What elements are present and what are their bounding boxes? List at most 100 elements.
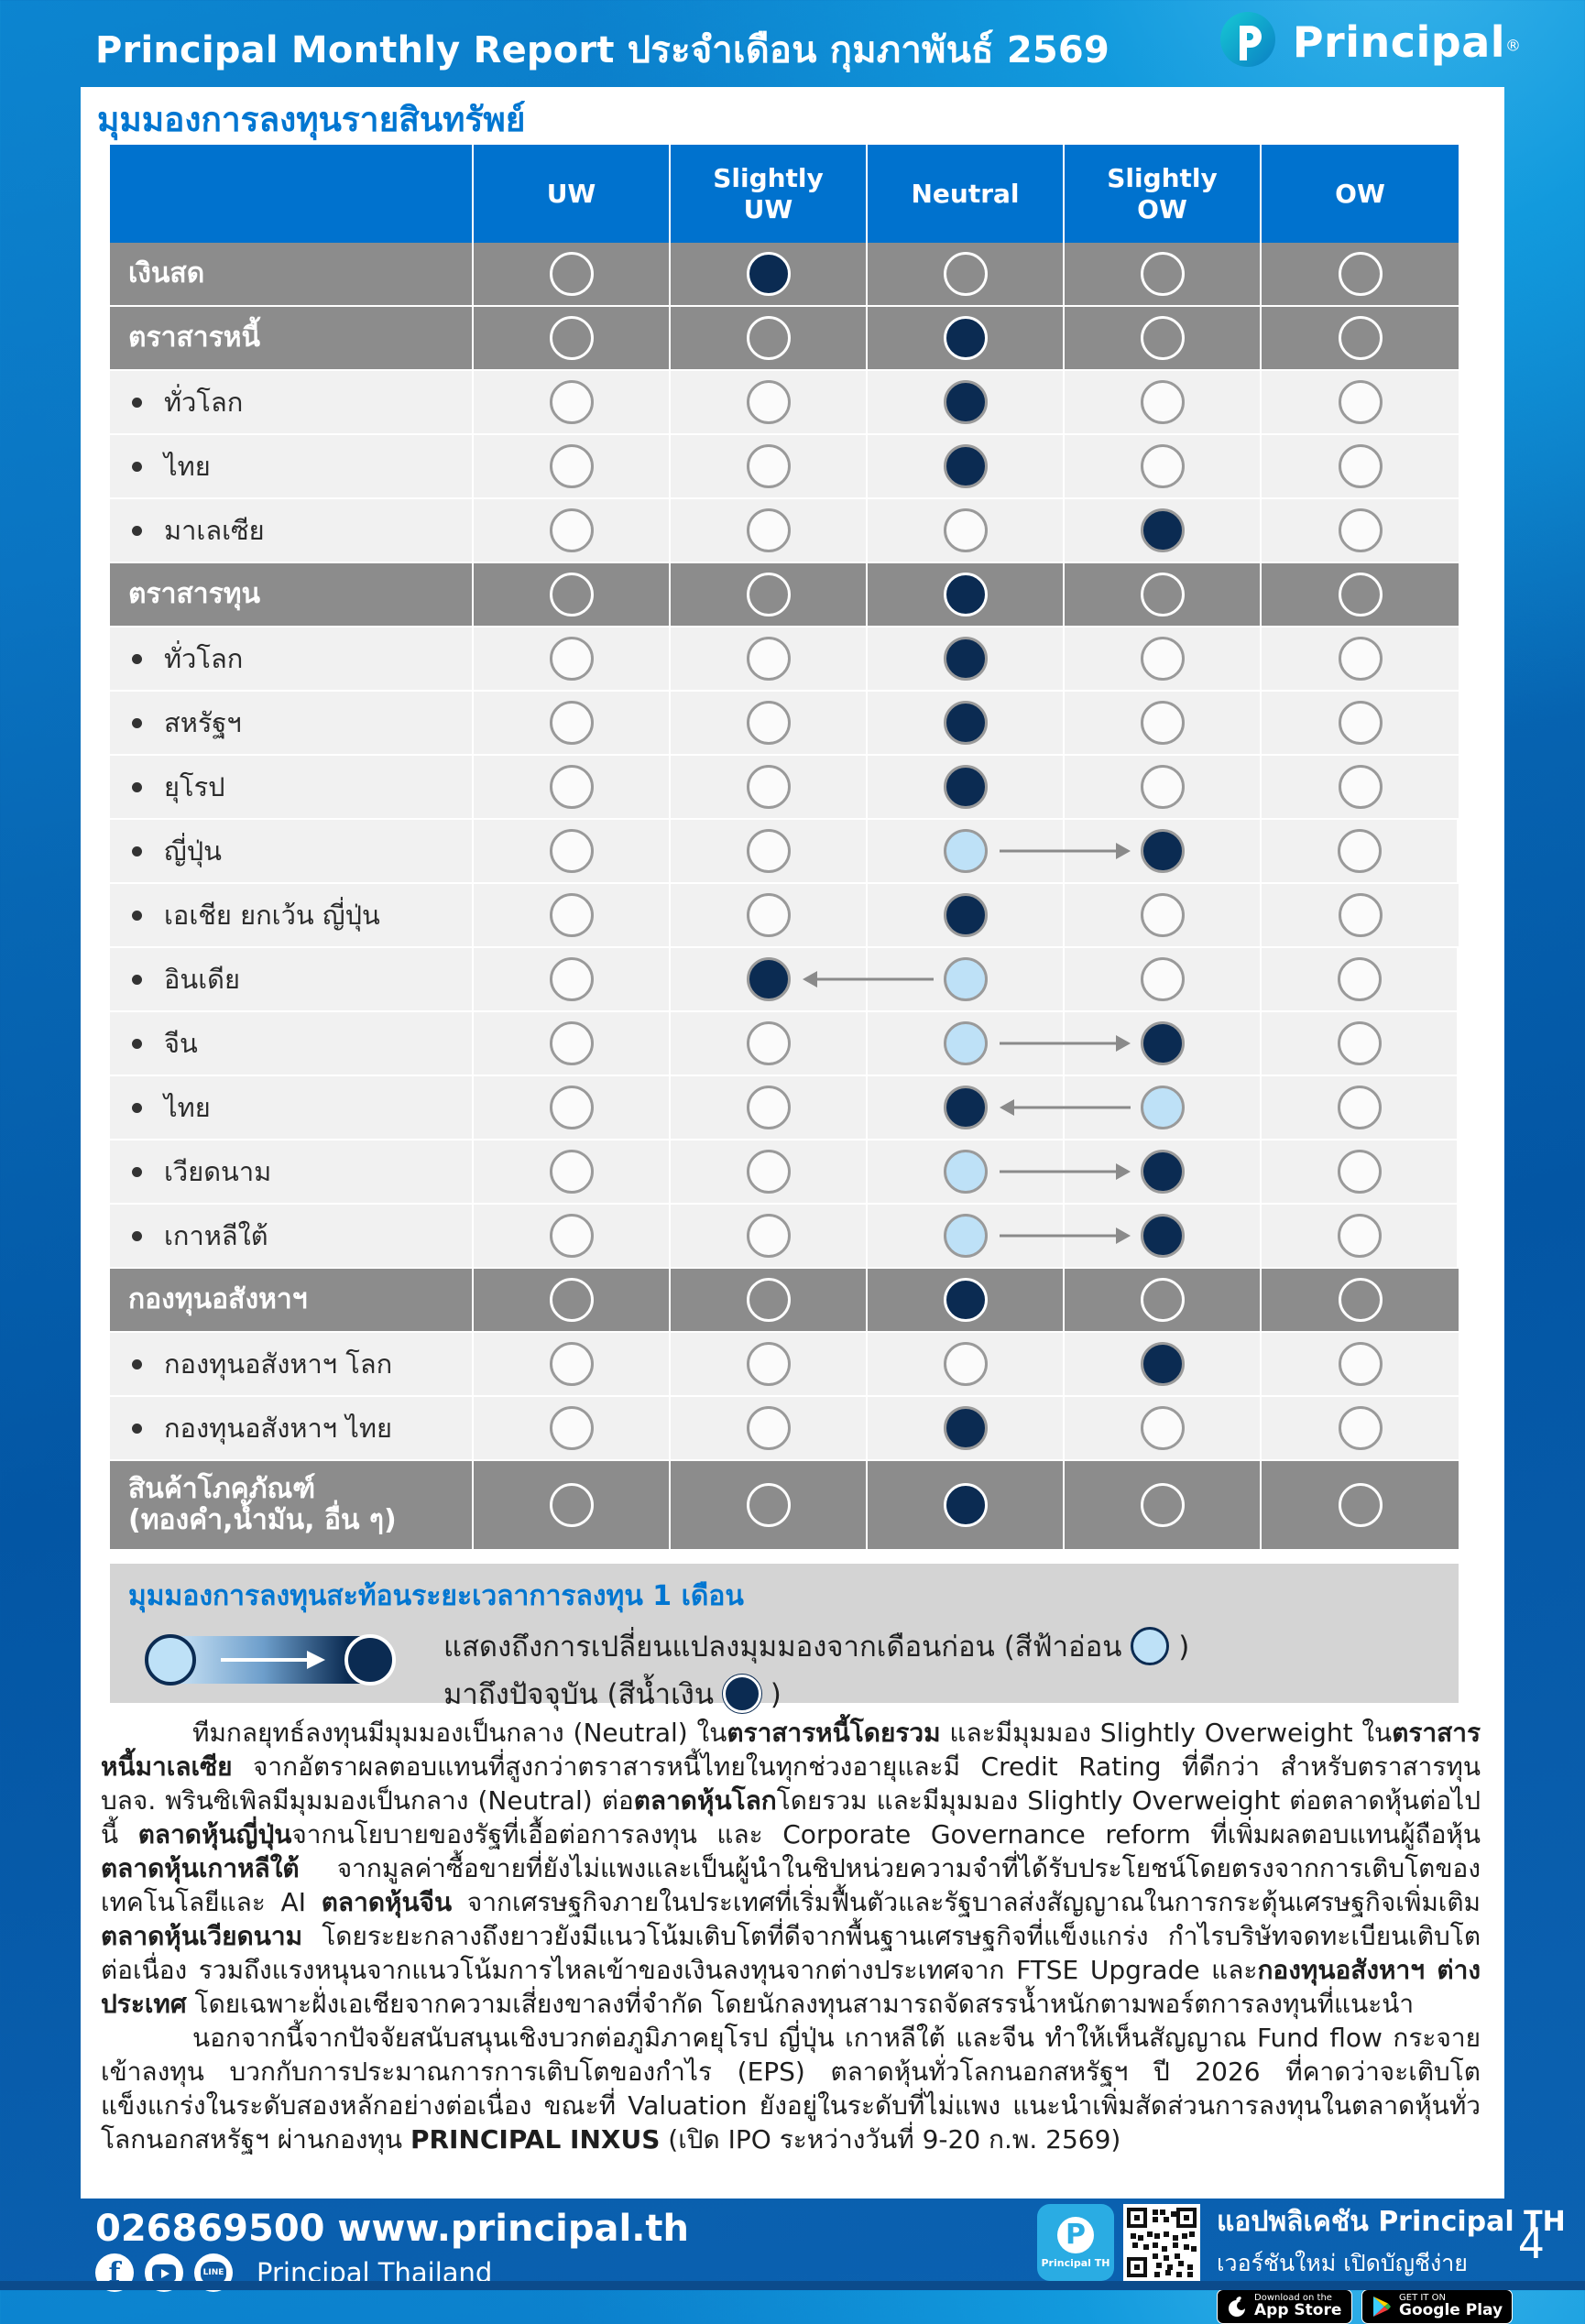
empty-rating-circle (746, 1483, 791, 1527)
empty-rating-circle (746, 1086, 791, 1129)
row-label: ไทย (110, 435, 474, 497)
rating-cell (1262, 563, 1459, 626)
rating-cell (671, 1461, 868, 1549)
empty-rating-circle (746, 893, 791, 937)
google-play-badge[interactable]: GET IT ON Google Play (1361, 2289, 1514, 2324)
table-row: เวียดนาม (110, 1140, 1459, 1205)
legend-previous-circle (145, 1634, 196, 1686)
rating-cell (474, 1076, 671, 1139)
empty-rating-circle (549, 444, 594, 488)
google-play-icon (1373, 2297, 1391, 2317)
row-label: ตราสารทุน (110, 563, 474, 626)
contact-phone-website[interactable]: 026869500 www.principal.th (95, 2208, 690, 2250)
rating-cell (1262, 820, 1459, 882)
current-rating-circle (1140, 1021, 1185, 1065)
row-label: เงินสด (110, 243, 474, 305)
rating-cell (868, 884, 1065, 946)
empty-rating-circle (549, 1086, 594, 1129)
app-store-badge[interactable]: Download on the App Store (1217, 2289, 1352, 2324)
bullet-icon (132, 717, 142, 728)
rating-cell (671, 627, 868, 690)
current-rating-circle (1140, 829, 1185, 873)
principal-logo-icon (1219, 12, 1275, 67)
legend-line-1: แสดงถึงการเปลี่ยนแปลงมุมมองจากเดือนก่อน … (443, 1623, 1189, 1671)
empty-rating-circle (1337, 829, 1382, 873)
report-header: Principal Monthly Report ประจำเดือน กุมภ… (0, 0, 1585, 87)
row-label: สินค้าโภคภัณฑ์ (ทองคำ,น้ำมัน, อื่น ๆ) (110, 1461, 474, 1549)
rating-cell (474, 563, 671, 626)
previous-rating-circle (943, 957, 988, 1001)
rating-cell (1065, 371, 1262, 433)
current-rating-circle (746, 957, 791, 1001)
table-row: มาเลเซีย (110, 499, 1459, 563)
current-rating-circle (943, 701, 988, 745)
rating-cell (1065, 1269, 1262, 1331)
rating-cell (1065, 692, 1262, 754)
row-label: ตราสารหนี้ (110, 307, 474, 369)
bullet-icon (132, 846, 142, 856)
empty-rating-circle (746, 573, 791, 616)
empty-rating-circle (1338, 316, 1383, 360)
current-rating-circle (746, 252, 791, 296)
empty-rating-circle (746, 1021, 791, 1065)
table-row: จีน (110, 1012, 1459, 1076)
table-body: เงินสด ตราสารหนี้ ทั่วโลก ไทย มาเลเซีย ตราสาร… (110, 243, 1459, 1551)
rating-cell (671, 435, 868, 497)
empty-rating-circle (549, 316, 594, 360)
empty-rating-circle (1338, 444, 1383, 488)
current-rating-circle (943, 765, 988, 809)
empty-rating-circle (1338, 1483, 1383, 1527)
rating-cell (474, 627, 671, 690)
column-header: Slightly OW (1065, 145, 1262, 243)
page-number: 4 (1517, 2219, 1545, 2268)
qr-code (1123, 2204, 1200, 2281)
rating-cell (1262, 692, 1459, 754)
rating-cell (474, 435, 671, 497)
empty-rating-circle (943, 508, 988, 552)
rating-cell (1065, 563, 1262, 626)
table-row: ไทย (110, 435, 1459, 499)
rating-cell (474, 820, 671, 882)
empty-rating-circle (549, 957, 594, 1001)
rating-cell (868, 820, 1065, 882)
table-header-row: UW Slightly UW Neutral Slightly OW OW (110, 145, 1459, 243)
rating-cell (671, 948, 868, 1010)
empty-rating-circle (746, 316, 791, 360)
rating-cell (1065, 1076, 1262, 1139)
rating-cell (1065, 435, 1262, 497)
rating-cell (671, 1397, 868, 1459)
current-rating-circle (943, 637, 988, 681)
rating-cell (868, 307, 1065, 369)
row-label: เอเชีย ยกเว้น ญี่ปุ่น (110, 884, 474, 946)
label-column-header (110, 145, 474, 243)
rating-cell (474, 499, 671, 562)
empty-rating-circle (1338, 701, 1383, 745)
row-label: ไทย (110, 1076, 474, 1139)
row-label: จีน (110, 1012, 474, 1075)
column-header: OW (1335, 178, 1385, 209)
empty-rating-circle (1140, 957, 1185, 1001)
empty-rating-circle (746, 1342, 791, 1386)
rating-cell (868, 756, 1065, 818)
empty-rating-circle (1337, 1150, 1382, 1194)
table-row: ตราสารหนี้ (110, 307, 1459, 371)
arrow-left-icon (999, 1097, 1131, 1118)
current-rating-circle (1140, 1342, 1185, 1386)
bullet-icon (132, 781, 142, 792)
empty-rating-circle (746, 701, 791, 745)
bullet-icon (132, 974, 142, 985)
bullet-icon (132, 1230, 142, 1241)
row-label: อินเดีย (110, 948, 474, 1010)
rating-cell (868, 692, 1065, 754)
rating-cell (1262, 435, 1459, 497)
empty-rating-circle (1337, 1021, 1382, 1065)
asset-outlook-table: UW Slightly UW Neutral Slightly OW OW เงินสด… (110, 145, 1459, 1551)
current-rating-circle (943, 316, 988, 360)
rating-cell (868, 627, 1065, 690)
empty-rating-circle (1140, 765, 1185, 809)
bullet-icon (132, 397, 142, 408)
bullet-icon (132, 653, 142, 664)
rating-cell (1262, 1461, 1459, 1549)
rating-cell (1262, 627, 1459, 690)
row-label: มาเลเซีย (110, 499, 474, 562)
